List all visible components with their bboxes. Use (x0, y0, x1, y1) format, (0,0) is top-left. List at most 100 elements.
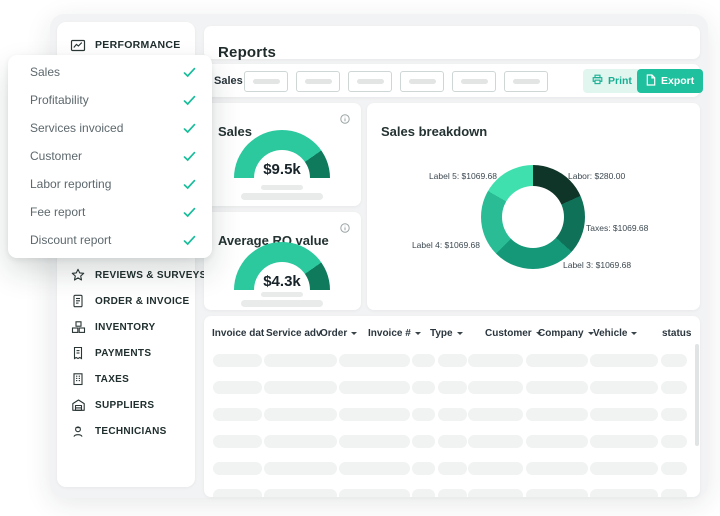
cell-placeholder (590, 381, 658, 394)
star-icon (69, 268, 87, 282)
reports-header: Reports (204, 26, 700, 61)
sidebar-item-label: ORDER & INVOICE (95, 295, 190, 307)
sidebar-item-label: TAXES (95, 373, 130, 385)
gauge-value: $4.3k (263, 273, 301, 290)
sidebar-item-reviews-surveys[interactable]: REVIEWS & SURVEYS (57, 262, 206, 288)
table-row (204, 430, 700, 457)
card-title: Sales (218, 123, 252, 139)
cell-placeholder (526, 408, 588, 421)
printer-icon (592, 74, 603, 88)
menu-item-profitability[interactable]: Profitability (8, 86, 212, 114)
sales-gauge-card: Sales $9.5k (204, 103, 361, 206)
invoice-document-icon (69, 294, 87, 308)
cell-placeholder (526, 435, 588, 448)
sidebar-item-taxes[interactable]: TAXES (57, 366, 195, 392)
inventory-boxes-icon (69, 320, 87, 334)
average-ro-gauge-chart: $4.3k (234, 242, 330, 290)
menu-item-customer[interactable]: Customer (8, 142, 212, 170)
payments-receipt-icon (69, 346, 87, 360)
menu-item-labor-reporting[interactable]: Labor reporting (8, 170, 212, 198)
cell-placeholder (339, 354, 410, 367)
sidebar-item-label: REVIEWS & SURVEYS (95, 269, 207, 281)
filter-placeholder-input[interactable] (504, 71, 548, 92)
donut-label-label5: Label 5: $1069.68 (428, 171, 497, 181)
cell-placeholder (590, 489, 658, 497)
filter-placeholder-input[interactable] (400, 71, 444, 92)
sort-caret-icon (631, 331, 638, 335)
column-header-customer[interactable]: Customer (485, 322, 542, 344)
print-button-label: Print (608, 75, 632, 87)
technician-person-icon (69, 424, 87, 438)
cell-placeholder (526, 462, 588, 475)
menu-item-fee-report[interactable]: Fee report (8, 198, 212, 226)
sidebar-item-inventory[interactable]: INVENTORY (57, 314, 195, 340)
menu-item-discount-report[interactable]: Discount report (8, 226, 212, 254)
info-icon[interactable] (340, 220, 350, 238)
column-header-status: status (662, 327, 692, 339)
menu-item-services-invoiced[interactable]: Services invoiced (8, 114, 212, 142)
filter-placeholder-input[interactable] (348, 71, 392, 92)
sidebar-item-order-invoice[interactable]: ORDER & INVOICE (57, 288, 195, 314)
filter-placeholder-input[interactable] (244, 71, 288, 92)
column-header-invoice-[interactable]: Invoice # (368, 322, 421, 344)
cell-placeholder (468, 381, 523, 394)
cell-placeholder (590, 435, 658, 448)
sidebar-item-suppliers[interactable]: SUPPLIERS (57, 392, 195, 418)
check-icon (183, 179, 196, 190)
print-button[interactable]: Print (583, 69, 641, 93)
sort-caret-icon (587, 331, 594, 335)
info-icon[interactable] (340, 111, 350, 129)
cell-placeholder (213, 462, 262, 475)
table-scrollbar[interactable] (695, 344, 699, 446)
sidebar-nav: REVIEWS & SURVEYS ORDER & INVOICE (57, 262, 206, 444)
table-rows (204, 349, 700, 497)
table-row (204, 403, 700, 430)
cell-placeholder (438, 381, 467, 394)
cell-placeholder (213, 408, 262, 421)
cell-placeholder (661, 381, 687, 394)
sales-gauge-chart: $9.5k (234, 130, 330, 178)
taxes-building-icon (69, 372, 87, 386)
table-row (204, 376, 700, 403)
cell-placeholder (412, 408, 435, 421)
performance-chart-icon (69, 38, 87, 53)
column-header-service-adv: Service adv (266, 327, 322, 339)
table-row (204, 484, 700, 497)
export-button-label: Export (661, 75, 695, 87)
sidebar-item-performance[interactable]: PERFORMANCE (57, 30, 207, 60)
cell-placeholder (264, 435, 337, 448)
page-title: Reports (218, 44, 277, 62)
sidebar-item-payments[interactable]: PAYMENTS (57, 340, 195, 366)
column-header-vehicle[interactable]: Vehicle (593, 322, 638, 344)
cell-placeholder (264, 354, 337, 367)
cell-placeholder (438, 354, 467, 367)
table-row (204, 349, 700, 376)
column-header-order[interactable]: Order (320, 322, 358, 344)
column-header-type[interactable]: Type (430, 322, 463, 344)
legend-placeholder (241, 300, 323, 307)
filter-label: Sales (214, 74, 243, 87)
cell-placeholder (339, 381, 410, 394)
cell-placeholder (661, 408, 687, 421)
average-ro-gauge-card: Average RO value $4.3k (204, 212, 361, 310)
cell-placeholder (468, 354, 523, 367)
cell-placeholder (590, 354, 658, 367)
cell-placeholder (468, 435, 523, 448)
sidebar-item-label: PAYMENTS (95, 347, 152, 359)
cell-placeholder (339, 408, 410, 421)
cell-placeholder (526, 354, 588, 367)
cell-placeholder (526, 381, 588, 394)
cell-placeholder (438, 408, 467, 421)
card-title: Average RO value (218, 232, 329, 248)
cell-placeholder (590, 408, 658, 421)
export-button[interactable]: Export (637, 69, 704, 93)
sidebar-item-label: INVENTORY (95, 321, 156, 333)
menu-item-sales[interactable]: Sales (8, 58, 212, 86)
donut-label-taxes: Taxes: $1069.68 (586, 223, 649, 233)
sidebar-item-technicians[interactable]: TECHNICIANS (57, 418, 195, 444)
column-header-company[interactable]: Company (538, 322, 594, 344)
filter-toolbar: Sales Print Export (204, 64, 704, 97)
cell-placeholder (339, 435, 410, 448)
filter-placeholder-input[interactable] (452, 71, 496, 92)
filter-placeholder-input[interactable] (296, 71, 340, 92)
